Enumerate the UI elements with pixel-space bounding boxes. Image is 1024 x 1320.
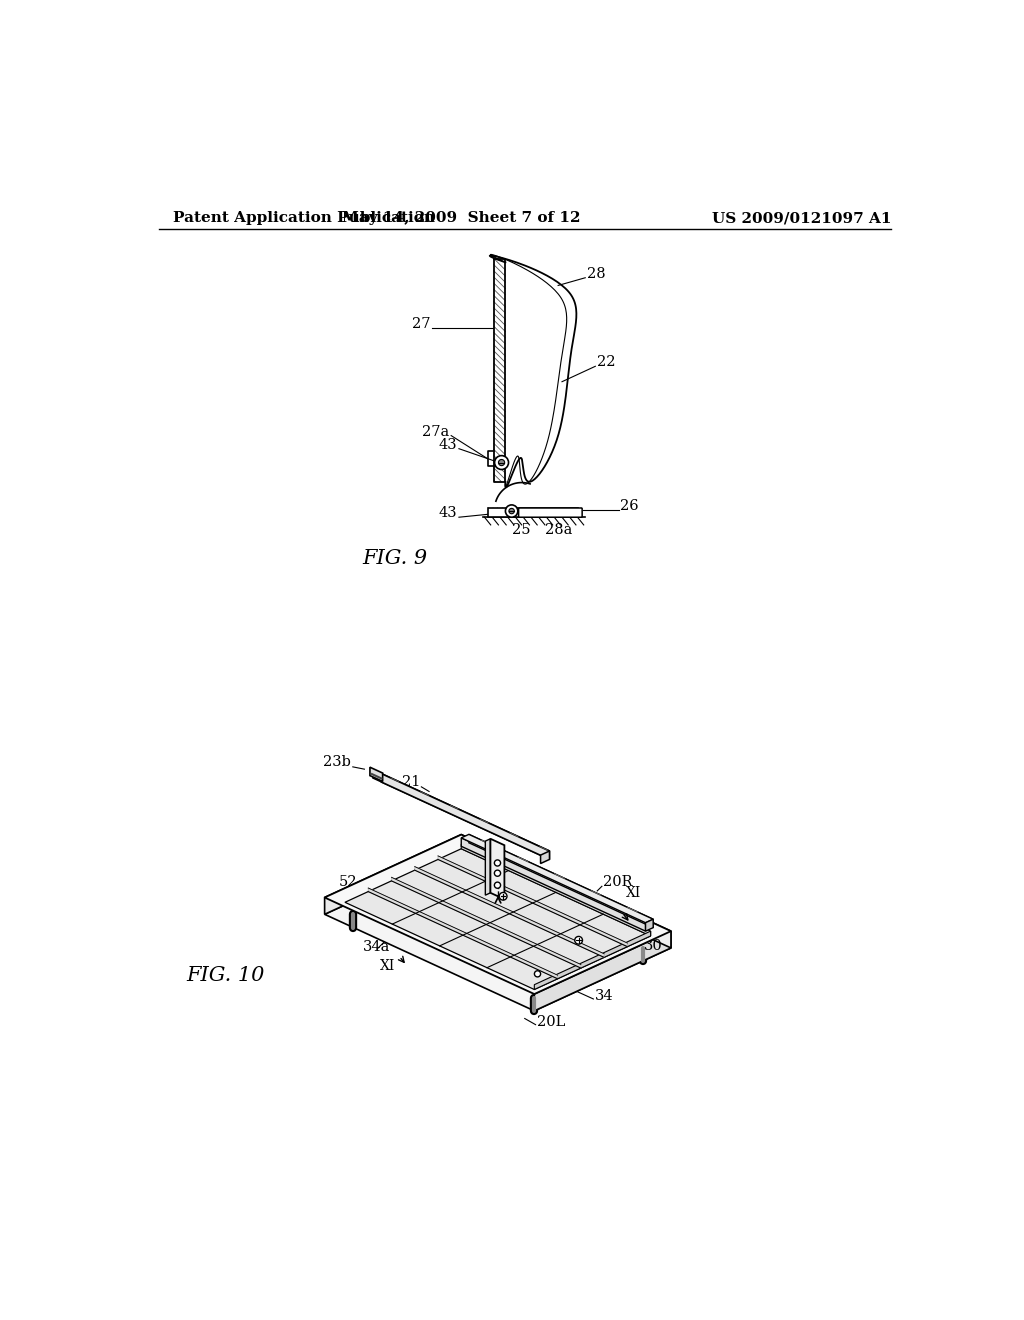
Text: US 2009/0121097 A1: US 2009/0121097 A1 <box>713 211 892 226</box>
Circle shape <box>495 859 501 866</box>
Text: 25: 25 <box>512 523 531 537</box>
Text: 21: 21 <box>402 775 421 789</box>
Text: 23b: 23b <box>324 755 351 770</box>
Text: 34: 34 <box>595 989 613 1003</box>
Bar <box>494 259 506 482</box>
Polygon shape <box>461 834 671 948</box>
Text: 43: 43 <box>438 438 458 451</box>
Polygon shape <box>325 834 461 915</box>
Polygon shape <box>461 838 645 931</box>
Text: 22: 22 <box>513 869 531 882</box>
Text: 51: 51 <box>463 857 481 870</box>
Text: May 14, 2009  Sheet 7 of 12: May 14, 2009 Sheet 7 of 12 <box>342 211 581 226</box>
Polygon shape <box>461 834 653 923</box>
Polygon shape <box>373 774 550 855</box>
Polygon shape <box>381 774 550 859</box>
Text: FIG. 10: FIG. 10 <box>186 966 264 985</box>
Text: 34a: 34a <box>362 940 390 954</box>
Text: 28a: 28a <box>545 523 572 537</box>
Circle shape <box>500 892 507 900</box>
Text: 27: 27 <box>412 317 430 331</box>
Bar <box>488 508 578 517</box>
Text: 20L: 20L <box>538 1015 565 1030</box>
Polygon shape <box>415 866 604 957</box>
Polygon shape <box>345 849 650 990</box>
Text: 43: 43 <box>438 507 458 520</box>
Text: XI: XI <box>626 886 641 900</box>
Polygon shape <box>461 843 650 936</box>
Text: 27a: 27a <box>422 425 450 438</box>
Polygon shape <box>325 834 671 994</box>
Polygon shape <box>469 834 653 928</box>
Text: 22: 22 <box>597 355 615 370</box>
Polygon shape <box>369 888 558 979</box>
FancyBboxPatch shape <box>518 508 583 517</box>
Polygon shape <box>370 767 383 781</box>
Circle shape <box>509 508 514 513</box>
Circle shape <box>495 870 501 876</box>
Circle shape <box>495 455 509 470</box>
Polygon shape <box>438 855 628 946</box>
Text: XI: XI <box>380 960 395 973</box>
Text: 28: 28 <box>587 267 605 281</box>
Text: FIG. 9: FIG. 9 <box>362 549 428 569</box>
Text: 20R: 20R <box>603 875 632 888</box>
Polygon shape <box>490 838 505 899</box>
Circle shape <box>499 459 505 466</box>
Polygon shape <box>645 919 653 931</box>
Polygon shape <box>535 931 671 1011</box>
Polygon shape <box>541 851 550 863</box>
Circle shape <box>574 936 583 944</box>
Polygon shape <box>485 838 490 895</box>
Circle shape <box>495 882 501 888</box>
Text: 30: 30 <box>644 940 663 953</box>
Circle shape <box>506 506 518 517</box>
Polygon shape <box>325 851 671 1011</box>
Polygon shape <box>391 878 581 968</box>
Text: Patent Application Publication: Patent Application Publication <box>173 211 435 226</box>
Text: 52: 52 <box>339 875 357 890</box>
Circle shape <box>535 970 541 977</box>
Text: 26: 26 <box>621 499 639 513</box>
Polygon shape <box>535 931 650 990</box>
